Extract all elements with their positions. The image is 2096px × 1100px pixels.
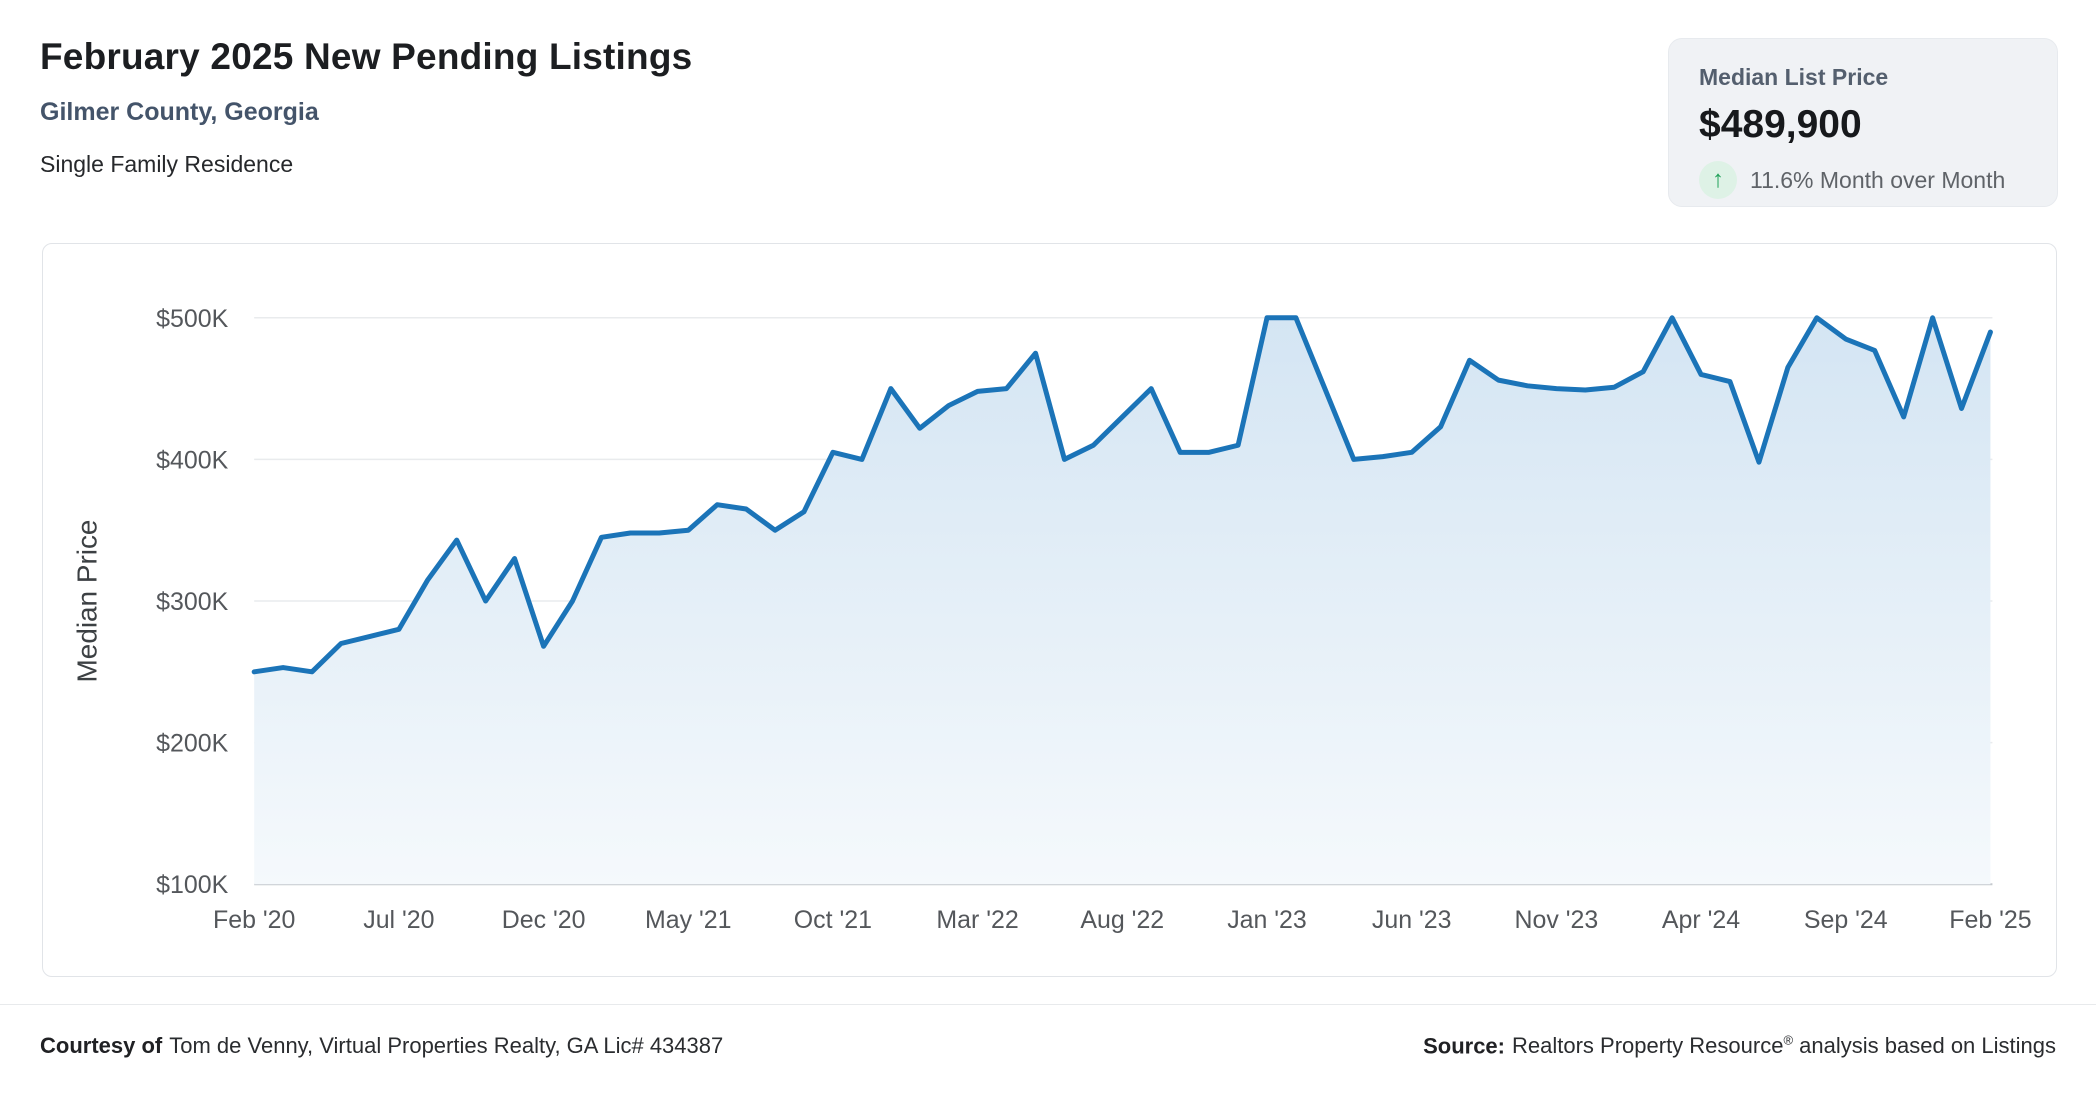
x-tick-label: Apr '24	[1662, 906, 1740, 934]
x-tick-label: Jun '23	[1372, 906, 1452, 934]
x-tick-label: Aug '22	[1080, 906, 1164, 934]
stat-card-value: $489,900	[1699, 103, 1862, 146]
y-tick-label: $500K	[156, 305, 228, 333]
y-tick-label: $100K	[156, 871, 228, 899]
page-footer: Courtesy of Tom de Venny, Virtual Propert…	[0, 1004, 2096, 1059]
source-note: Source: Realtors Property Resource® analy…	[1423, 1033, 2056, 1059]
page-subtitle: Gilmer County, Georgia	[40, 98, 319, 126]
x-tick-label: May '21	[645, 906, 731, 934]
report-header: February 2025 New Pending Listings Gilme…	[40, 36, 692, 178]
x-tick-label: Jul '20	[363, 906, 434, 934]
x-tick-label: Sep '24	[1804, 906, 1888, 934]
page-title: February 2025 New Pending Listings	[40, 36, 693, 77]
property-type-label: Single Family Residence	[40, 151, 294, 177]
stat-card-change-text: 11.6% Month over Month	[1750, 166, 2006, 193]
registered-mark: ®	[1783, 1033, 1794, 1048]
price-line	[251, 315, 1993, 675]
stat-card-trend: ↑ 11.6% Month over Month	[1699, 161, 2027, 199]
x-tick-label: Nov '23	[1515, 906, 1599, 934]
courtesy-note: Courtesy of Tom de Venny, Virtual Propert…	[40, 1033, 723, 1059]
price-area	[254, 317, 1991, 885]
y-tick-label: $200K	[156, 730, 228, 758]
chart-panel: $500K $400K $300K $200K $100K Feb '20 Jul '20 D…	[42, 243, 2057, 977]
x-tick-label: Dec '20	[502, 906, 586, 934]
y-tick-label: $400K	[156, 446, 228, 474]
source-text: Realtors Property Resource® analysis bas…	[1512, 1033, 2056, 1059]
courtesy-label: Courtesy of	[40, 1033, 163, 1059]
x-tick-label: Mar '22	[936, 906, 1018, 934]
x-tick-label: Feb '20	[213, 906, 295, 934]
stat-card-label: Median List Price	[1699, 64, 1889, 90]
courtesy-text: Tom de Venny, Virtual Properties Realty,…	[169, 1033, 724, 1059]
median-price-area-chart: $500K $400K $300K $200K $100K Feb '20 Jul '20 D…	[72, 305, 2032, 934]
x-tick-label: Feb '25	[1949, 906, 2031, 934]
y-axis-title: Median Price	[72, 520, 103, 683]
x-tick-label: Jan '23	[1227, 906, 1307, 934]
median-list-price-card: Median List Price $489,900 ↑ 11.6% Month…	[1668, 38, 2058, 207]
source-label: Source:	[1423, 1033, 1505, 1059]
y-tick-label: $300K	[156, 588, 228, 616]
arrow-up-icon: ↑	[1699, 161, 1737, 199]
x-tick-label: Oct '21	[794, 906, 872, 934]
